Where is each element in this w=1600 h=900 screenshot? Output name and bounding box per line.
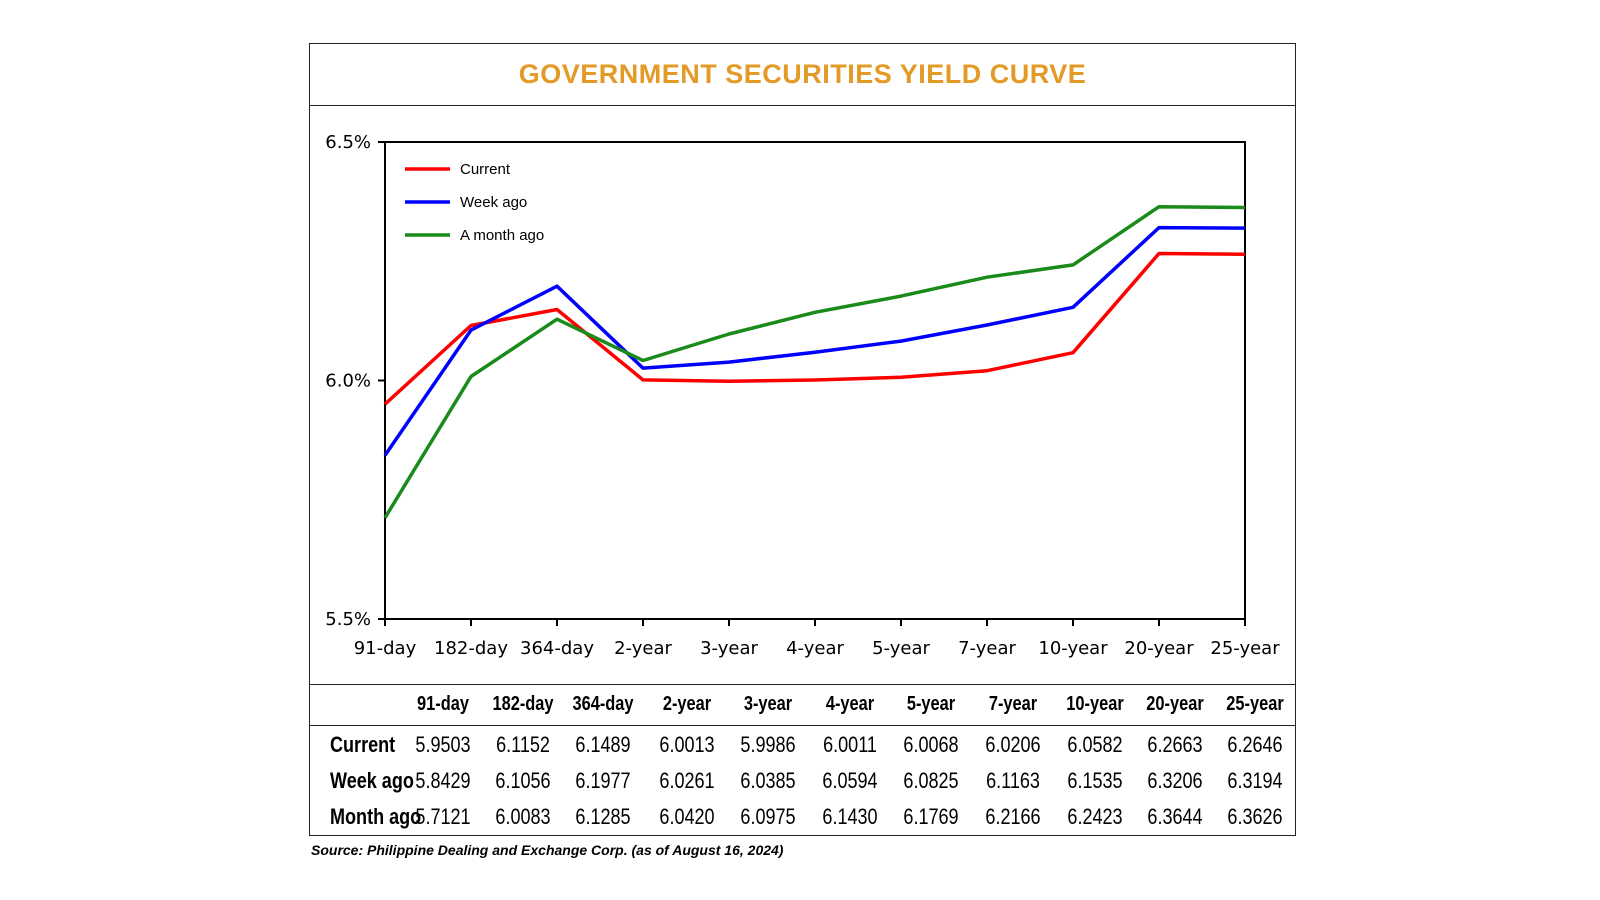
table-header-cell: 3-year	[743, 693, 793, 715]
y-tick-label: 6.0%	[325, 371, 371, 392]
table-cell: 6.2166	[985, 804, 1041, 829]
legend-label: Week ago	[460, 194, 527, 211]
table-cell: 6.0083	[495, 804, 551, 829]
chart-title: GOVERNMENT SECURITIES YIELD CURVE	[518, 59, 1087, 89]
x-tick-label: 2-year	[614, 638, 672, 659]
table-cell: 6.1489	[575, 732, 631, 757]
table-cell: 6.0420	[659, 804, 715, 829]
table-header-cell: 4-year	[825, 693, 875, 715]
table-cell: 5.9503	[415, 732, 471, 757]
table-cell: 6.1163	[986, 768, 1040, 793]
table-cell: 6.0385	[740, 768, 796, 793]
x-tick-label: 3-year	[700, 638, 758, 659]
table-header-cell: 2-year	[662, 693, 712, 715]
table-cell: 6.3644	[1147, 804, 1203, 829]
x-tick-label: 7-year	[958, 638, 1016, 659]
x-tick-label: 5-year	[872, 638, 930, 659]
table-cell: 6.1535	[1067, 768, 1123, 793]
table-header-cell: 5-year	[906, 693, 956, 715]
table-row-label: Month ago	[330, 804, 422, 829]
table-cell: 6.2646	[1227, 732, 1283, 757]
legend-label: Current	[460, 161, 511, 178]
table-cell: 6.1430	[822, 804, 878, 829]
chart-frame: GOVERNMENT SECURITIES YIELD CURVE 5.5% 6.…	[309, 43, 1296, 836]
source-note: Source: Philippine Dealing and Exchange …	[311, 842, 784, 858]
table-header-cell: 20-year	[1146, 693, 1204, 715]
table-cell: 6.1769	[903, 804, 959, 829]
table-cell: 6.1977	[575, 768, 631, 793]
table-cell: 5.7121	[415, 804, 471, 829]
table-header-cell: 7-year	[988, 693, 1038, 715]
table-cell: 6.0825	[903, 768, 959, 793]
series-line-week-ago	[383, 225, 1246, 457]
table-cell: 6.3206	[1147, 768, 1203, 793]
x-tick-label: 91-day	[354, 638, 417, 659]
table-cell: 6.0975	[740, 804, 796, 829]
table-cell: 6.1056	[495, 768, 551, 793]
table-row-label: Week ago	[330, 768, 414, 793]
table-row-label: Current	[330, 732, 396, 757]
table-header-cell: 364-day	[572, 693, 634, 715]
table-header-cell: 91-day	[417, 693, 469, 715]
x-tick-label: 364-day	[520, 638, 594, 659]
table-cell: 6.2423	[1067, 804, 1123, 829]
x-tick-label: 20-year	[1124, 638, 1194, 659]
x-tick-label: 4-year	[786, 638, 844, 659]
table-cell: 5.8429	[415, 768, 471, 793]
line-chart: 5.5% 6.0% 6.5% 91-day 182-day 364-day 2-year 3-…	[325, 132, 1280, 659]
title-bar: GOVERNMENT SECURITIES YIELD CURVE	[310, 44, 1295, 106]
table-cell: 6.0261	[659, 768, 715, 793]
table-cell: 6.3194	[1227, 768, 1283, 793]
table-cell: 6.0068	[903, 732, 959, 757]
table-cell: 6.3626	[1227, 804, 1283, 829]
table-cell: 6.1152	[496, 732, 550, 757]
table-cell: 6.2663	[1147, 732, 1203, 757]
legend-label: A month ago	[460, 227, 544, 244]
table-cell: 6.1285	[575, 804, 631, 829]
x-tick-label: 10-year	[1038, 638, 1108, 659]
table-cell: 5.9986	[740, 732, 796, 757]
table-header-cell: 10-year	[1066, 693, 1124, 715]
x-tick-label: 182-day	[434, 638, 508, 659]
series-line-a-month-ago	[383, 204, 1246, 519]
table-header-cell: 182-day	[492, 693, 554, 715]
table-cell: 6.0011	[823, 732, 877, 757]
table-cell: 6.0594	[822, 768, 878, 793]
table-header-row: 91-day 182-day 364-day 2-year 3-year 4-year 5-…	[310, 684, 1295, 726]
table-cell: 6.0582	[1067, 732, 1123, 757]
y-tick-label: 5.5%	[325, 609, 371, 630]
table-cell: 6.0013	[659, 732, 715, 757]
table-cell: 6.0206	[985, 732, 1041, 757]
series-line-current	[383, 251, 1246, 406]
table-header-cell: 25-year	[1226, 693, 1284, 715]
x-tick-label: 25-year	[1210, 638, 1280, 659]
y-tick-label: 6.5%	[325, 132, 371, 153]
